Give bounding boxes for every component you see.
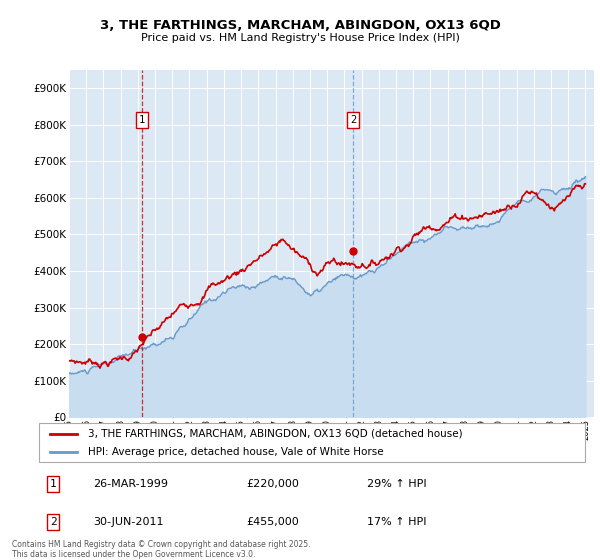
Text: 2: 2 xyxy=(350,115,356,125)
Text: 2: 2 xyxy=(50,517,56,527)
Text: 26-MAR-1999: 26-MAR-1999 xyxy=(94,479,169,489)
Text: 1: 1 xyxy=(139,115,145,125)
Text: £220,000: £220,000 xyxy=(247,479,299,489)
Text: 30-JUN-2011: 30-JUN-2011 xyxy=(94,517,164,527)
Text: 29% ↑ HPI: 29% ↑ HPI xyxy=(367,479,426,489)
Text: £455,000: £455,000 xyxy=(247,517,299,527)
Text: 1: 1 xyxy=(50,479,56,489)
Text: Contains HM Land Registry data © Crown copyright and database right 2025.
This d: Contains HM Land Registry data © Crown c… xyxy=(12,540,310,559)
Text: 3, THE FARTHINGS, MARCHAM, ABINGDON, OX13 6QD (detached house): 3, THE FARTHINGS, MARCHAM, ABINGDON, OX1… xyxy=(88,429,463,439)
Text: 17% ↑ HPI: 17% ↑ HPI xyxy=(367,517,426,527)
Text: 3, THE FARTHINGS, MARCHAM, ABINGDON, OX13 6QD: 3, THE FARTHINGS, MARCHAM, ABINGDON, OX1… xyxy=(100,18,500,32)
Text: HPI: Average price, detached house, Vale of White Horse: HPI: Average price, detached house, Vale… xyxy=(88,447,384,457)
FancyBboxPatch shape xyxy=(39,423,585,462)
Text: Price paid vs. HM Land Registry's House Price Index (HPI): Price paid vs. HM Land Registry's House … xyxy=(140,33,460,43)
